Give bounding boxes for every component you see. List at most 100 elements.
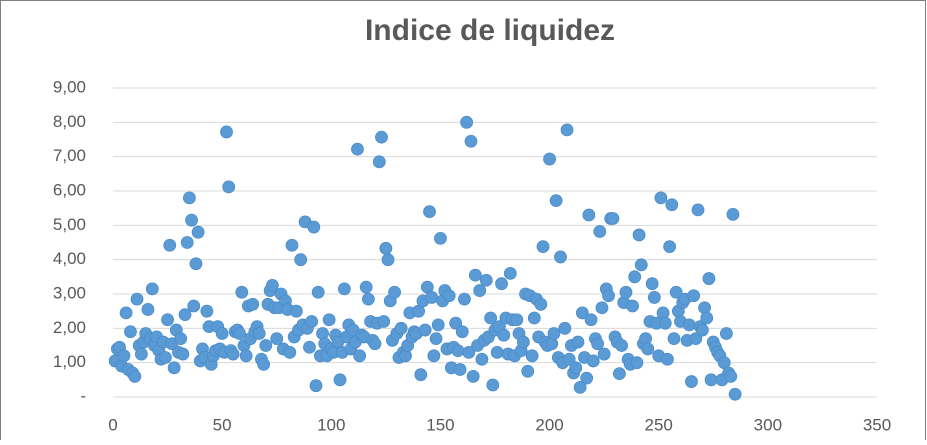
- point: [270, 332, 284, 346]
- point: [575, 306, 589, 320]
- point: [399, 349, 412, 363]
- point: [656, 306, 670, 320]
- point: [497, 328, 511, 342]
- point: [689, 332, 703, 346]
- chart-title: Indice de liquidez: [365, 14, 615, 47]
- x-tick-label: 250: [645, 415, 673, 434]
- point: [458, 292, 471, 306]
- point: [719, 327, 733, 340]
- point: [128, 369, 142, 383]
- point: [645, 277, 659, 291]
- point: [316, 327, 329, 340]
- point: [233, 327, 247, 340]
- point: [584, 313, 598, 327]
- point: [235, 285, 249, 299]
- point: [176, 347, 190, 361]
- point: [619, 285, 633, 299]
- point: [595, 301, 609, 315]
- point: [161, 313, 174, 327]
- y-tick-label: 3,00: [53, 283, 86, 302]
- point: [473, 284, 487, 297]
- point: [180, 236, 194, 249]
- point: [451, 344, 465, 358]
- y-tick-label: 8,00: [53, 112, 86, 131]
- point: [200, 304, 214, 318]
- point: [641, 342, 655, 356]
- point: [462, 345, 476, 359]
- point: [486, 378, 500, 392]
- point: [582, 208, 596, 222]
- point: [647, 291, 661, 304]
- point: [700, 311, 714, 325]
- y-tick-label: 1,00: [53, 352, 86, 371]
- point: [545, 337, 559, 351]
- point: [427, 349, 441, 363]
- point: [562, 352, 576, 366]
- point: [628, 270, 642, 284]
- point: [333, 373, 347, 387]
- x-tick-label: 350: [863, 415, 891, 434]
- point: [580, 371, 594, 385]
- point: [586, 354, 600, 368]
- point: [372, 155, 386, 169]
- point: [560, 123, 574, 137]
- point: [134, 347, 148, 361]
- x-tick-label: 300: [754, 415, 782, 434]
- point: [130, 292, 144, 306]
- point: [449, 316, 463, 330]
- point: [685, 375, 698, 388]
- point: [375, 130, 388, 144]
- y-tick-label: 7,00: [53, 146, 86, 165]
- point: [455, 325, 469, 339]
- point: [379, 241, 393, 255]
- point: [695, 323, 709, 337]
- point: [117, 349, 131, 363]
- point: [547, 327, 561, 340]
- point: [593, 225, 607, 238]
- point: [353, 349, 367, 363]
- point: [167, 361, 181, 375]
- point: [682, 318, 696, 332]
- point: [630, 356, 644, 370]
- point: [597, 347, 611, 361]
- y-tick-label: -: [80, 386, 86, 405]
- point: [726, 207, 740, 221]
- point: [503, 266, 517, 280]
- point: [543, 152, 556, 166]
- x-tick-label: 50: [213, 415, 232, 434]
- point: [554, 250, 567, 264]
- x-tick-label: 0: [108, 415, 117, 434]
- point: [246, 297, 260, 311]
- point: [215, 327, 229, 340]
- y-tick-label: 5,00: [53, 215, 86, 234]
- point: [460, 115, 474, 129]
- point: [414, 368, 428, 382]
- point: [667, 332, 681, 346]
- point: [665, 198, 679, 212]
- point: [182, 191, 196, 205]
- point: [187, 299, 201, 313]
- point: [285, 238, 299, 252]
- point: [464, 134, 478, 148]
- point: [442, 289, 456, 303]
- point: [220, 125, 233, 139]
- point: [178, 308, 192, 322]
- point: [691, 203, 705, 217]
- point: [484, 311, 498, 325]
- point: [381, 253, 395, 267]
- point: [145, 282, 159, 296]
- point: [527, 311, 541, 325]
- point: [495, 277, 508, 291]
- point: [303, 340, 316, 354]
- point: [639, 332, 653, 346]
- point: [252, 327, 266, 340]
- point: [663, 240, 677, 254]
- point: [189, 257, 203, 271]
- point: [259, 339, 273, 352]
- point: [294, 253, 308, 267]
- x-tick-label: 150: [426, 415, 454, 434]
- point: [351, 142, 364, 156]
- point: [606, 212, 620, 225]
- point: [536, 240, 550, 254]
